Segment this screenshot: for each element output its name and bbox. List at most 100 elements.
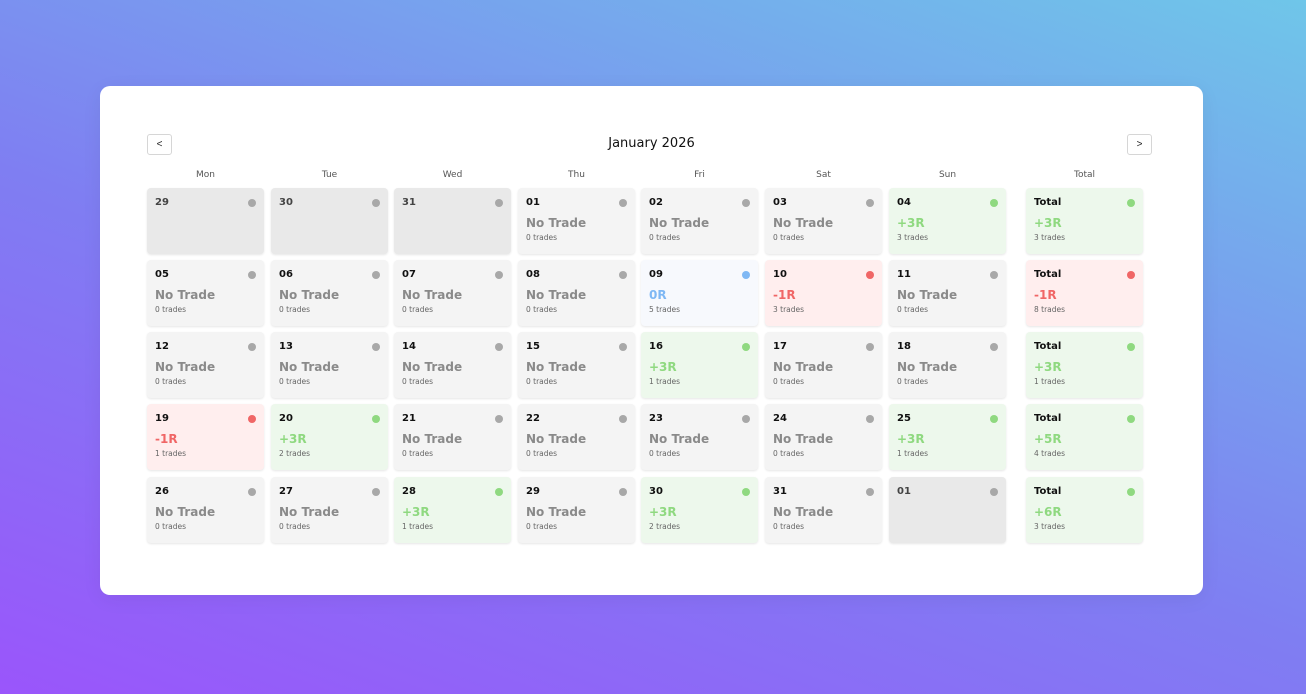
week-total-cell: Total +3R 1 trades (1026, 332, 1143, 398)
trade-count: 0 trades (155, 522, 187, 531)
weekday-label: Sat (816, 170, 831, 180)
result-value: No Trade (155, 505, 216, 519)
result-value: No Trade (279, 360, 340, 374)
day-cell[interactable]: 02 No Trade 0 trades (641, 188, 758, 254)
day-cell[interactable]: 11 No Trade 0 trades (889, 260, 1006, 326)
trade-count: 2 trades (649, 522, 681, 531)
day-cell[interactable]: 09 0R 5 trades (641, 260, 758, 326)
day-cell[interactable]: 07 No Trade 0 trades (394, 260, 511, 326)
result-value: No Trade (155, 360, 216, 374)
day-number: 17 (773, 341, 787, 352)
status-dot-icon (248, 199, 256, 207)
status-dot-icon (372, 271, 380, 279)
week-total-cell: Total +6R 3 trades (1026, 477, 1143, 543)
status-dot-icon (742, 271, 750, 279)
result-value: No Trade (773, 432, 834, 446)
result-value: No Trade (897, 360, 958, 374)
status-dot-icon (495, 415, 503, 423)
day-cell[interactable]: 26 No Trade 0 trades (147, 477, 264, 543)
status-dot-icon (866, 415, 874, 423)
day-number: 08 (526, 269, 540, 280)
day-cell[interactable]: 28 +3R 1 trades (394, 477, 511, 543)
result-value: No Trade (526, 216, 587, 230)
day-cell[interactable]: 16 +3R 1 trades (641, 332, 758, 398)
outside-month-day-cell[interactable]: 29 (147, 188, 264, 254)
result-value: No Trade (155, 288, 216, 302)
day-cell[interactable]: 22 No Trade 0 trades (518, 404, 635, 470)
result-value: +6R (1034, 505, 1062, 519)
day-cell[interactable]: 12 No Trade 0 trades (147, 332, 264, 398)
day-cell[interactable]: 04 +3R 3 trades (889, 188, 1006, 254)
day-number: 24 (773, 413, 787, 424)
day-cell[interactable]: 17 No Trade 0 trades (765, 332, 882, 398)
day-number: 01 (526, 197, 540, 208)
status-dot-icon (1127, 343, 1135, 351)
day-cell[interactable]: 21 No Trade 0 trades (394, 404, 511, 470)
result-value: No Trade (279, 288, 340, 302)
day-cell[interactable]: 31 No Trade 0 trades (765, 477, 882, 543)
day-number: 29 (526, 486, 540, 497)
day-cell[interactable]: 19 -1R 1 trades (147, 404, 264, 470)
trade-count: 0 trades (897, 377, 929, 386)
result-value: No Trade (402, 432, 463, 446)
day-cell[interactable]: 25 +3R 1 trades (889, 404, 1006, 470)
trade-count: 0 trades (279, 305, 311, 314)
trade-count: 0 trades (526, 522, 558, 531)
trade-count: 3 trades (897, 233, 929, 242)
status-dot-icon (990, 415, 998, 423)
day-number: 28 (402, 486, 416, 497)
status-dot-icon (372, 488, 380, 496)
result-value: No Trade (279, 505, 340, 519)
trade-count: 0 trades (402, 377, 434, 386)
status-dot-icon (372, 415, 380, 423)
day-cell[interactable]: 08 No Trade 0 trades (518, 260, 635, 326)
status-dot-icon (990, 343, 998, 351)
month-title: January 2026 (608, 136, 695, 151)
status-dot-icon (495, 271, 503, 279)
day-cell[interactable]: 20 +3R 2 trades (271, 404, 388, 470)
day-number: 19 (155, 413, 169, 424)
day-cell[interactable]: 24 No Trade 0 trades (765, 404, 882, 470)
day-cell[interactable]: 13 No Trade 0 trades (271, 332, 388, 398)
status-dot-icon (742, 343, 750, 351)
day-cell[interactable]: 29 No Trade 0 trades (518, 477, 635, 543)
outside-month-day-cell[interactable]: 31 (394, 188, 511, 254)
status-dot-icon (990, 271, 998, 279)
day-number: 11 (897, 269, 911, 280)
status-dot-icon (619, 488, 627, 496)
status-dot-icon (248, 415, 256, 423)
result-value: No Trade (526, 288, 587, 302)
day-number: 31 (773, 486, 787, 497)
previous-month-button[interactable]: < (147, 134, 172, 155)
weekday-label: Fri (694, 170, 705, 180)
result-value: +3R (649, 360, 677, 374)
day-cell[interactable]: 15 No Trade 0 trades (518, 332, 635, 398)
day-cell[interactable]: 05 No Trade 0 trades (147, 260, 264, 326)
status-dot-icon (248, 488, 256, 496)
day-cell[interactable]: 14 No Trade 0 trades (394, 332, 511, 398)
result-value: +3R (279, 432, 307, 446)
trade-count: 0 trades (773, 377, 805, 386)
result-value: +3R (402, 505, 430, 519)
outside-month-day-cell[interactable]: 01 (889, 477, 1006, 543)
day-cell[interactable]: 06 No Trade 0 trades (271, 260, 388, 326)
next-month-button[interactable]: > (1127, 134, 1152, 155)
status-dot-icon (1127, 199, 1135, 207)
weekday-label: Thu (568, 170, 585, 180)
status-dot-icon (1127, 488, 1135, 496)
outside-month-day-cell[interactable]: 30 (271, 188, 388, 254)
day-cell[interactable]: 01 No Trade 0 trades (518, 188, 635, 254)
trade-count: 1 trades (155, 449, 187, 458)
trade-count: 0 trades (526, 233, 558, 242)
day-cell[interactable]: 18 No Trade 0 trades (889, 332, 1006, 398)
day-cell[interactable]: 23 No Trade 0 trades (641, 404, 758, 470)
day-cell[interactable]: 27 No Trade 0 trades (271, 477, 388, 543)
day-number: 02 (649, 197, 663, 208)
trade-count: 1 trades (897, 449, 929, 458)
day-cell[interactable]: 03 No Trade 0 trades (765, 188, 882, 254)
day-cell[interactable]: 30 +3R 2 trades (641, 477, 758, 543)
status-dot-icon (742, 199, 750, 207)
weekday-label: Sun (938, 170, 957, 180)
day-cell[interactable]: 10 -1R 3 trades (765, 260, 882, 326)
result-value: No Trade (649, 216, 710, 230)
